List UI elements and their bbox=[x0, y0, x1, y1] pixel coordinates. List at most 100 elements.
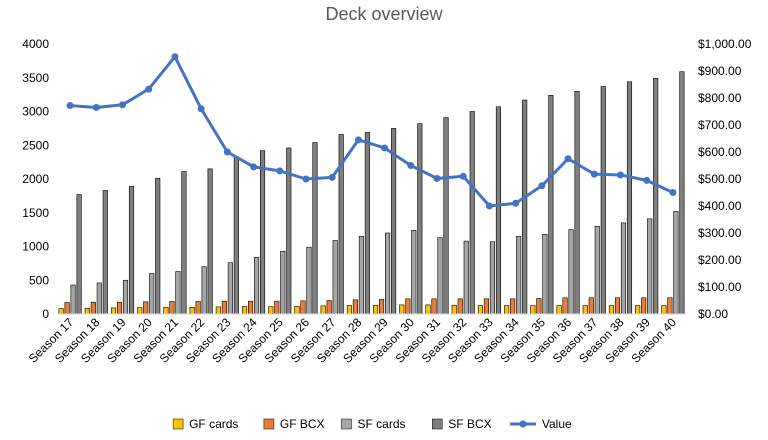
bar-sf-bcx-12 bbox=[364, 132, 370, 315]
bar-gf-bcx-15 bbox=[431, 298, 437, 315]
y-right-tick-label: $100.00 bbox=[698, 280, 742, 294]
bar-sf-bcx-24 bbox=[679, 71, 685, 315]
bar-gf-cards-9 bbox=[268, 306, 274, 315]
legend-item-gf-bcx: GF BCX bbox=[263, 417, 325, 431]
bar-gf-cards-17 bbox=[477, 305, 483, 315]
point-value-10 bbox=[302, 175, 310, 183]
bar-sf-cards-22 bbox=[620, 222, 627, 315]
bar-sf-cards-4 bbox=[149, 273, 155, 315]
bar-sf-bcx-20 bbox=[574, 90, 580, 315]
line-series-value bbox=[69, 55, 674, 208]
bar-sf-bcx-7 bbox=[233, 156, 239, 315]
bar-sf-cards-20 bbox=[568, 229, 574, 315]
bar-gf-cards-12 bbox=[346, 305, 352, 315]
point-value-7 bbox=[223, 148, 231, 156]
y-left-tick-label: 3000 bbox=[22, 105, 49, 119]
point-value-18 bbox=[512, 199, 520, 207]
point-value-16 bbox=[459, 172, 467, 180]
legend-swatch bbox=[263, 418, 275, 430]
bar-sf-bcx-19 bbox=[548, 95, 554, 315]
bar-gf-cards-19 bbox=[530, 305, 536, 315]
bar-sf-cards-21 bbox=[594, 225, 600, 315]
y-right-tick-label: $0.00 bbox=[698, 307, 728, 321]
point-value-9 bbox=[276, 167, 284, 175]
bar-gf-bcx-19 bbox=[536, 298, 542, 315]
bar-sf-cards-17 bbox=[489, 241, 495, 315]
bar-gf-cards-20 bbox=[556, 305, 562, 315]
point-value-19 bbox=[538, 182, 546, 190]
bar-gf-bcx-1 bbox=[64, 302, 70, 315]
y-left-tick-label: 2000 bbox=[22, 172, 49, 186]
y-left-tick-label: 2500 bbox=[22, 138, 49, 152]
bar-gf-cards-23 bbox=[635, 305, 641, 315]
bar-gf-cards-16 bbox=[451, 304, 457, 315]
bar-gf-cards-3 bbox=[110, 307, 117, 315]
y-left-tick-label: 3500 bbox=[22, 71, 49, 85]
point-value-4 bbox=[145, 85, 153, 93]
bar-sf-cards-2 bbox=[96, 282, 102, 315]
legend-label: SF cards bbox=[358, 417, 406, 431]
point-value-12 bbox=[354, 136, 362, 144]
point-value-23 bbox=[643, 176, 651, 184]
bar-sf-cards-1 bbox=[70, 284, 76, 315]
legend-swatch bbox=[432, 418, 443, 430]
bar-gf-cards-11 bbox=[320, 305, 326, 315]
bar-gf-bcx-13 bbox=[379, 299, 385, 315]
bar-sf-bcx-22 bbox=[626, 81, 633, 315]
y-right-tick-label: $900.00 bbox=[698, 64, 742, 78]
legend-label: GF cards bbox=[189, 417, 238, 431]
bar-gf-bcx-8 bbox=[248, 300, 254, 315]
y-left-tick-label: 500 bbox=[29, 273, 49, 287]
y-right-tick-label: $800.00 bbox=[698, 91, 742, 105]
bar-gf-cards-2 bbox=[84, 307, 90, 315]
y-right-tick-label: $1,000.00 bbox=[698, 37, 752, 51]
bar-gf-bcx-16 bbox=[457, 298, 463, 315]
bar-sf-bcx-2 bbox=[102, 190, 108, 315]
legend-label: GF BCX bbox=[280, 417, 325, 431]
y-right-tick-label: $700.00 bbox=[698, 118, 742, 132]
bar-gf-cards-18 bbox=[504, 305, 510, 315]
bar-sf-bcx-8 bbox=[260, 150, 266, 315]
bar-gf-bcx-6 bbox=[195, 301, 201, 315]
bar-sf-bcx-16 bbox=[469, 111, 475, 315]
bar-gf-cards-7 bbox=[215, 306, 221, 315]
bar-sf-cards-6 bbox=[201, 266, 207, 315]
bar-sf-cards-11 bbox=[332, 240, 338, 315]
bar-sf-cards-10 bbox=[306, 246, 312, 315]
y-right-tick-label: $600.00 bbox=[698, 145, 742, 159]
bar-sf-bcx-5 bbox=[181, 171, 187, 315]
point-value-21 bbox=[590, 170, 598, 178]
bar-gf-cards-1 bbox=[58, 308, 64, 315]
bar-sf-cards-24 bbox=[673, 211, 679, 315]
y-left-tick-label: 1500 bbox=[22, 206, 49, 220]
bar-sf-bcx-18 bbox=[522, 99, 528, 315]
legend-item-sf-bcx: SF BCX bbox=[432, 417, 492, 431]
point-value-5 bbox=[171, 53, 179, 61]
legend-label: SF BCX bbox=[448, 417, 491, 431]
legend-swatch bbox=[172, 418, 184, 430]
bar-gf-bcx-11 bbox=[326, 300, 332, 315]
legend-item-sf-cards: SF cards bbox=[341, 417, 406, 431]
point-value-22 bbox=[616, 171, 624, 179]
legend-item-value: Value bbox=[509, 417, 572, 431]
bar-gf-bcx-10 bbox=[300, 300, 306, 315]
bar-gf-cards-14 bbox=[399, 304, 405, 315]
point-value-1 bbox=[66, 102, 74, 110]
bar-gf-cards-24 bbox=[661, 305, 667, 315]
bar-gf-bcx-7 bbox=[221, 300, 227, 315]
bar-sf-cards-12 bbox=[358, 236, 364, 315]
y-right-tick-label: $300.00 bbox=[698, 226, 742, 240]
bar-sf-bcx-17 bbox=[495, 106, 501, 315]
bar-gf-cards-21 bbox=[582, 305, 588, 315]
bar-gf-bcx-22 bbox=[614, 297, 621, 315]
bar-sf-cards-23 bbox=[647, 218, 653, 315]
bar-sf-bcx-10 bbox=[312, 142, 318, 315]
y-right-tick-label: $200.00 bbox=[698, 253, 742, 267]
point-value-11 bbox=[328, 173, 336, 181]
bar-gf-cards-6 bbox=[189, 306, 195, 315]
bar-gf-bcx-4 bbox=[143, 301, 149, 315]
legend-swatch-marker bbox=[519, 420, 527, 428]
point-value-6 bbox=[197, 105, 205, 113]
bar-gf-bcx-14 bbox=[405, 298, 411, 315]
point-value-24 bbox=[669, 189, 677, 196]
